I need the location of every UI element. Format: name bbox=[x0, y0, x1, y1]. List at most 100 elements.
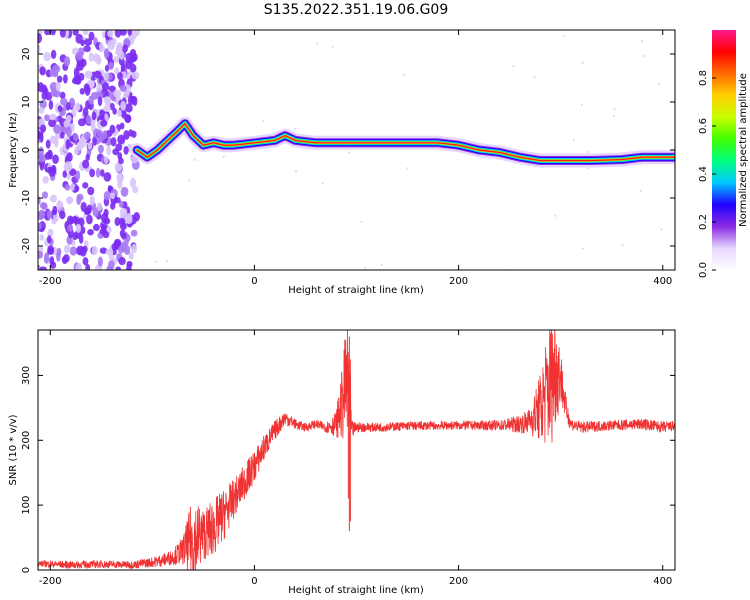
noise-blob bbox=[129, 55, 137, 63]
noise-blob bbox=[85, 263, 91, 270]
noise-blob bbox=[89, 168, 96, 178]
spectrogram-noise-blobs bbox=[38, 30, 663, 270]
noise-blob bbox=[78, 72, 85, 81]
noise-blob bbox=[48, 118, 57, 128]
noise-blob bbox=[39, 233, 45, 241]
noise-blob bbox=[60, 97, 68, 106]
noise-blob bbox=[107, 40, 116, 51]
noise-blob bbox=[91, 111, 97, 121]
noise-blob bbox=[99, 169, 105, 177]
noise-blob bbox=[122, 44, 128, 53]
noise-speck bbox=[403, 74, 406, 77]
noise-blob bbox=[102, 130, 108, 139]
spectrogram-ytick-label: -20 bbox=[21, 238, 32, 254]
noise-blob bbox=[104, 64, 110, 72]
colorbar-bar bbox=[712, 30, 736, 270]
noise-blob bbox=[97, 96, 103, 107]
noise-blob bbox=[119, 208, 128, 216]
noise-blob bbox=[83, 131, 91, 140]
snr-xtick-label: -200 bbox=[39, 576, 62, 587]
noise-blob bbox=[63, 74, 68, 84]
noise-blob bbox=[108, 260, 115, 270]
colorbar-tick-label: 0.8 bbox=[698, 70, 709, 86]
spectrogram-ridge bbox=[130, 116, 675, 168]
noise-blob bbox=[38, 33, 43, 44]
noise-blob bbox=[49, 113, 57, 121]
colorbar-tick-label: 0.4 bbox=[698, 166, 709, 182]
noise-blob bbox=[118, 200, 124, 208]
noise-blob bbox=[73, 147, 79, 155]
noise-speck bbox=[512, 65, 515, 68]
noise-blob bbox=[38, 251, 44, 259]
noise-blob bbox=[86, 114, 91, 125]
noise-blob bbox=[69, 246, 78, 256]
noise-blob bbox=[73, 74, 81, 84]
noise-speck bbox=[554, 214, 557, 217]
noise-speck bbox=[166, 260, 169, 263]
noise-blob bbox=[83, 45, 91, 53]
noise-blob bbox=[88, 52, 94, 62]
noise-blob bbox=[52, 205, 58, 216]
noise-blob bbox=[114, 216, 121, 227]
snr-ytick-label: 300 bbox=[21, 366, 32, 385]
noise-speck bbox=[563, 34, 566, 37]
snr-line bbox=[38, 330, 675, 570]
noise-blob bbox=[115, 143, 123, 152]
noise-blob bbox=[57, 105, 63, 112]
noise-speck bbox=[364, 266, 367, 269]
noise-blob bbox=[105, 248, 114, 256]
noise-blob bbox=[82, 245, 88, 253]
noise-blob bbox=[38, 209, 46, 220]
noise-speck bbox=[348, 151, 351, 154]
noise-speck bbox=[294, 170, 297, 173]
noise-speck bbox=[581, 61, 584, 64]
noise-blob bbox=[47, 245, 54, 254]
noise-blob bbox=[80, 39, 85, 47]
noise-speck bbox=[294, 127, 297, 130]
noise-blob bbox=[87, 186, 95, 196]
spectrogram-panel: -200 0 200 400 -20 -10 0 10 20 Height of straigh… bbox=[8, 29, 676, 296]
noise-blob bbox=[88, 31, 95, 41]
noise-blob bbox=[38, 222, 42, 230]
chart-title: S135.2022.351.19.06.G09 bbox=[264, 2, 449, 18]
noise-blob bbox=[62, 254, 70, 263]
noise-blob bbox=[50, 30, 56, 36]
noise-blob bbox=[39, 266, 47, 270]
noise-blob bbox=[38, 44, 41, 54]
noise-blob bbox=[119, 30, 127, 36]
snr-xtick-label: 0 bbox=[251, 576, 257, 587]
noise-blob bbox=[44, 30, 51, 36]
noise-blob bbox=[96, 91, 104, 100]
noise-blob bbox=[59, 30, 66, 38]
noise-blob bbox=[53, 124, 62, 134]
noise-blob bbox=[39, 162, 45, 171]
noise-speck bbox=[642, 54, 645, 57]
noise-blob bbox=[82, 159, 90, 169]
noise-blob bbox=[110, 192, 116, 200]
noise-blob bbox=[63, 244, 71, 254]
colorbar-label: Normalized spectral amplitude bbox=[738, 73, 749, 227]
noise-blob bbox=[38, 146, 44, 157]
noise-blob bbox=[131, 71, 140, 80]
noise-blob bbox=[103, 156, 109, 165]
spectrogram-frame bbox=[37, 29, 676, 271]
snr-panel: -200 0 200 400 0 100 200 300 Height of straight… bbox=[8, 329, 676, 596]
noise-blob bbox=[111, 242, 119, 251]
noise-blob bbox=[117, 109, 122, 117]
noise-speck bbox=[586, 167, 589, 170]
noise-speck bbox=[331, 45, 334, 48]
noise-blob bbox=[89, 195, 95, 206]
noise-blob bbox=[45, 139, 51, 149]
colorbar-tick-label: 0.6 bbox=[698, 118, 709, 134]
noise-blob bbox=[123, 245, 131, 255]
noise-blob bbox=[123, 145, 129, 155]
noise-blob bbox=[76, 141, 83, 151]
noise-blob bbox=[56, 247, 62, 257]
noise-blob bbox=[43, 51, 51, 62]
spectrogram-ylabel: Frequency (Hz) bbox=[8, 112, 19, 188]
noise-blob bbox=[126, 234, 131, 242]
noise-blob bbox=[73, 133, 79, 142]
snr-ytick-label: 100 bbox=[21, 496, 32, 515]
noise-speck bbox=[406, 167, 409, 170]
noise-speck bbox=[155, 260, 158, 263]
